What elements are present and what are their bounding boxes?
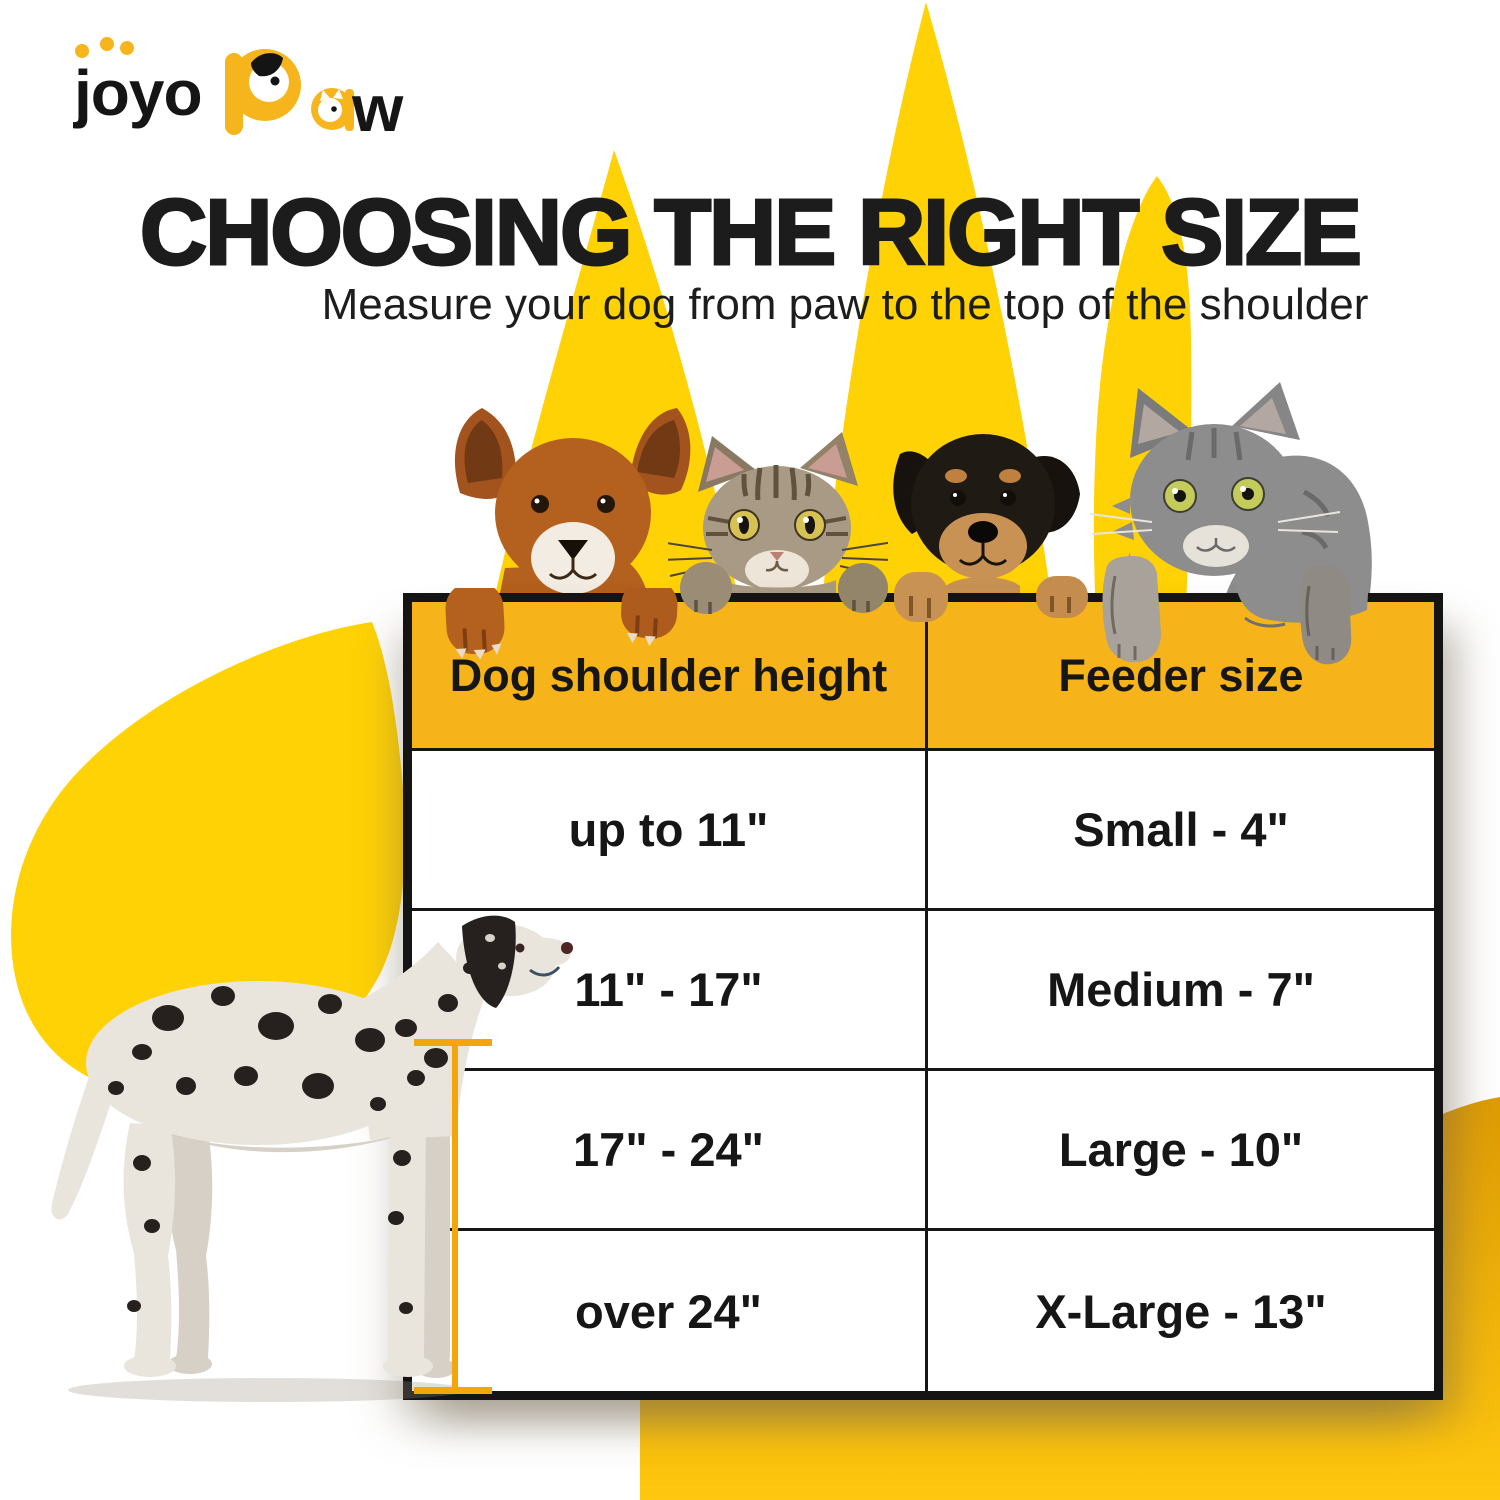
logo-word-joyo: joyo: [73, 57, 202, 129]
table-cell-height-1: up to 11": [412, 751, 928, 911]
table-cell-size-2: Medium - 7": [928, 911, 1434, 1071]
table-cell-size-3: Large - 10": [928, 1071, 1434, 1231]
gray-cat-paws-and-body-edge: [1102, 556, 1369, 665]
paw-dots-icon: [75, 37, 134, 58]
table-cell-height-4: over 24": [412, 1231, 928, 1391]
logo-word-w: w: [351, 71, 404, 145]
measure-line: [414, 1039, 492, 1394]
brown-dog-photo: [454, 408, 691, 598]
page-title: CHOOSING THE RIGHT SIZE: [139, 180, 1364, 284]
table-cell-size-1: Small - 4": [928, 751, 1434, 911]
black-tan-puppy-photo: [893, 434, 1080, 600]
logo-letter-a-cat-icon: [311, 88, 354, 131]
brown-dog-paws: [445, 588, 678, 660]
page-subtitle: Measure your dog from paw to the top of …: [321, 280, 1369, 329]
puppy-paws: [894, 572, 1088, 622]
table-cell-size-4: X-Large - 13": [928, 1231, 1434, 1391]
table-cell-height-3: 17" - 24": [412, 1071, 928, 1231]
tabby-cat-photo: [668, 432, 888, 595]
joyopaw-logo: joyo w: [73, 37, 404, 145]
yellow-petal-left: [11, 622, 406, 1098]
tabby-cat-paws: [680, 562, 888, 614]
dalmatian-illustration: [51, 915, 573, 1402]
logo-letter-p-dog-icon: [225, 49, 301, 135]
